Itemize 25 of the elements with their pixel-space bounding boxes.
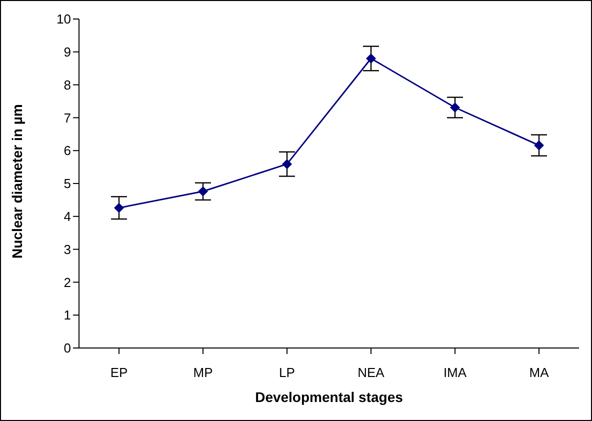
y-tick-label: 4 bbox=[64, 209, 71, 224]
y-tick-label: 3 bbox=[64, 242, 71, 257]
x-tick-label: MA bbox=[529, 365, 550, 380]
y-tick-label: 8 bbox=[64, 77, 71, 92]
x-tick-label: MP bbox=[193, 365, 213, 380]
x-tick-label: LP bbox=[279, 365, 295, 380]
y-tick-label: 10 bbox=[56, 12, 71, 27]
y-tick-label: 2 bbox=[64, 274, 71, 290]
y-tick-label: 1 bbox=[64, 308, 71, 323]
x-tick-label: NEA bbox=[358, 365, 385, 380]
x-tick-label: IMA bbox=[443, 365, 467, 380]
y-tick-label: 6 bbox=[64, 143, 71, 158]
point bbox=[198, 186, 208, 196]
y-tick-label: 5 bbox=[64, 176, 71, 192]
point bbox=[282, 159, 292, 170]
x-tick-label: EP bbox=[110, 365, 128, 380]
y-axis-title: Nuclear diameter in µm bbox=[8, 104, 25, 258]
y-tick-label: 7 bbox=[64, 110, 71, 126]
point bbox=[366, 53, 376, 64]
y-tick-label: 0 bbox=[64, 340, 71, 356]
y-tick-label: 9 bbox=[64, 44, 71, 60]
x-axis-title: Developmental stages bbox=[255, 389, 404, 405]
point bbox=[450, 102, 460, 112]
point bbox=[534, 140, 544, 150]
point bbox=[114, 202, 124, 213]
